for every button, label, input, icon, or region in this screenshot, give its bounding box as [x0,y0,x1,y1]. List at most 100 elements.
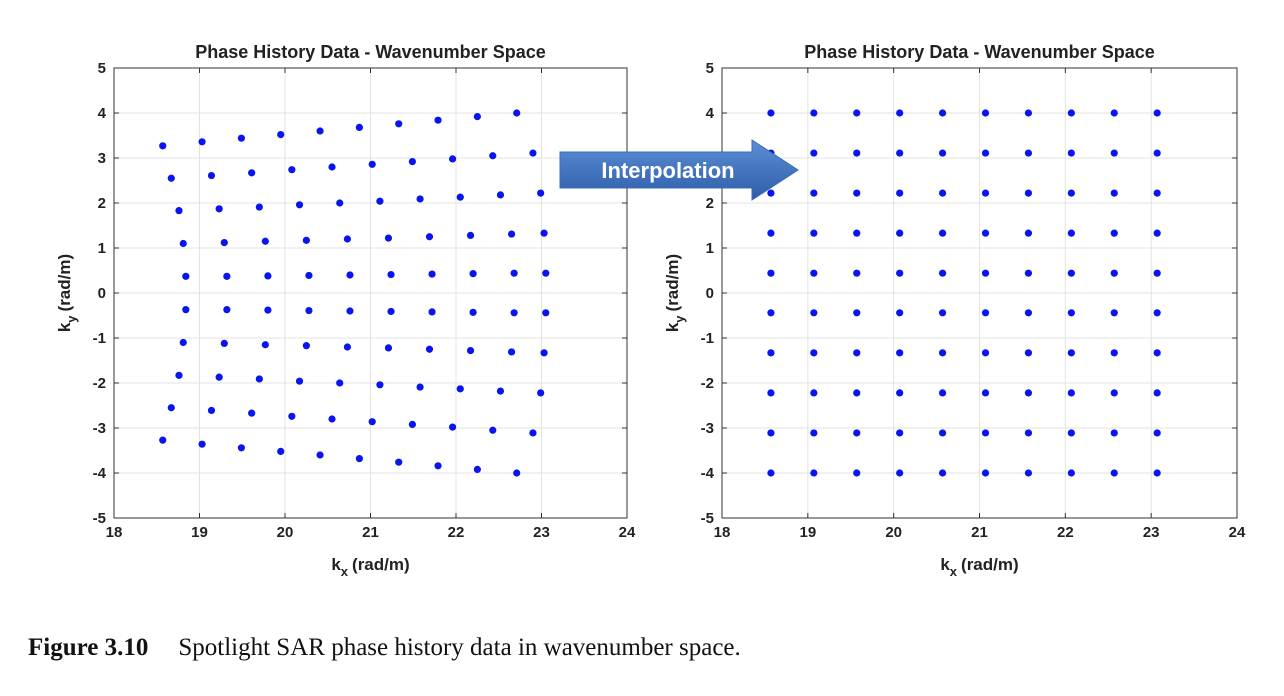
x-tick-label: 18 [714,524,731,541]
x-tick-label: 18 [106,524,123,541]
data-point [384,234,393,242]
data-point [540,229,548,237]
y-tick-label: -4 [701,465,715,482]
data-point [1153,269,1161,277]
data-point [473,465,481,473]
figure-caption: Figure 3.10 Spotlight SAR phase history d… [28,634,741,662]
x-tick-label: 21 [971,524,988,541]
data-point [896,469,904,477]
data-point [1110,109,1118,117]
data-point [220,239,228,247]
data-point [896,109,904,117]
data-point [302,236,310,244]
data-point [434,462,442,470]
data-point [1110,229,1118,237]
data-point [938,389,947,397]
data-point [182,272,190,280]
data-point [346,271,354,279]
data-point [255,203,263,211]
data-point [277,447,285,455]
data-point [277,131,285,139]
data-point [1110,469,1118,477]
data-point [810,149,818,157]
y-tick-label: 5 [706,60,714,77]
data-point [425,345,434,353]
data-point [416,195,424,203]
data-point [425,233,434,241]
data-point [1153,469,1161,477]
y-tick-label: 1 [98,240,106,257]
data-point [1067,309,1075,317]
data-point [346,307,354,315]
data-point [1067,229,1075,237]
interpolation-arrow: Interpolation [559,139,799,201]
y-tick-label: 2 [706,195,714,212]
data-point [223,272,231,280]
data-point [248,169,256,177]
data-point [288,412,296,420]
data-point [198,138,206,146]
data-point [376,381,384,389]
x-tick-label: 20 [277,524,294,541]
data-point [215,205,223,213]
data-point [529,149,537,157]
y-tick-label: -3 [701,420,714,437]
data-point [938,109,947,117]
data-point [810,189,818,197]
data-point [1153,429,1161,437]
data-point [938,469,947,477]
data-point [896,429,904,437]
data-point [261,237,269,245]
data-point [1110,269,1118,277]
data-point [1153,109,1161,117]
data-point [1067,389,1075,397]
data-point [981,389,990,397]
y-tick-label: 5 [98,60,106,77]
data-point [1024,389,1033,397]
data-point [1024,269,1033,277]
y-axis-label: ky(rad/m) [663,254,687,332]
data-point [981,349,990,357]
arrow-label: Interpolation [601,158,734,183]
y-tick-label: -2 [701,375,714,392]
data-point [853,109,861,117]
y-tick-label: -3 [93,420,106,437]
data-point [1024,109,1033,117]
data-point [896,149,904,157]
data-point [981,469,990,477]
data-point [355,455,363,463]
data-point [810,229,818,237]
data-point [810,469,818,477]
data-point [466,347,475,355]
data-point [938,309,947,317]
x-tick-label: 23 [533,524,550,541]
x-tick-label: 21 [362,524,379,541]
data-point [466,231,475,239]
data-point [767,189,775,197]
data-point [408,158,416,166]
data-point [1024,469,1033,477]
data-point [1024,429,1033,437]
data-point [167,174,175,182]
data-point [510,269,518,277]
data-point [387,307,395,316]
data-point [1110,349,1118,357]
data-point [264,306,272,314]
data-point [938,349,947,357]
data-point [513,469,521,477]
data-point [1024,309,1033,317]
data-point [288,166,296,174]
data-point [853,309,861,317]
data-point [198,440,206,448]
data-point [507,230,516,238]
data-point [810,269,818,277]
data-point [207,171,216,180]
caption-number: Figure 3.10 [28,634,149,661]
data-point [428,308,436,316]
data-point [1024,349,1033,357]
y-tick-label: -5 [93,510,106,527]
data-point [1024,149,1033,157]
data-point [981,309,990,317]
